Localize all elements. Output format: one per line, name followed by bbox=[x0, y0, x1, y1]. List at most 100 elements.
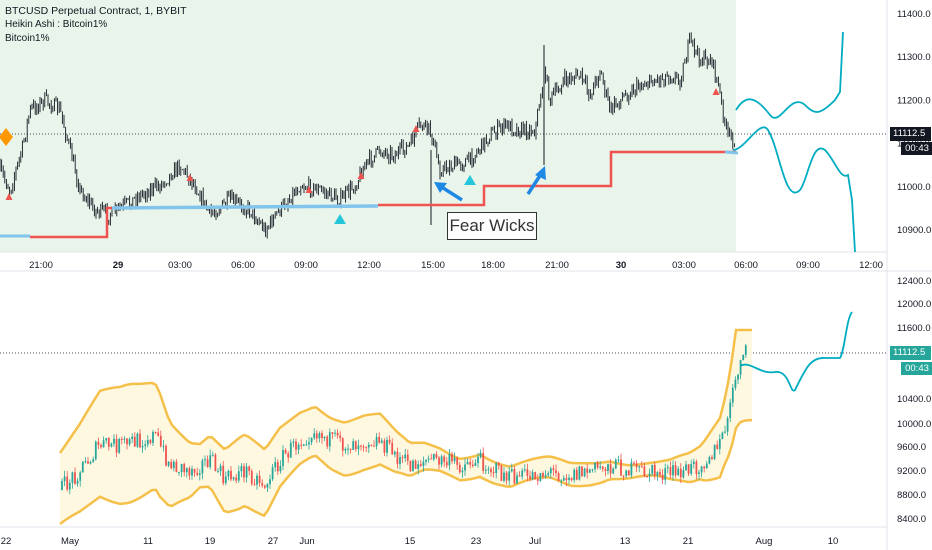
candle-body bbox=[315, 433, 318, 439]
candle-body bbox=[487, 468, 490, 470]
candle-body bbox=[172, 461, 175, 469]
candle-body bbox=[373, 445, 375, 447]
candle-body bbox=[188, 468, 191, 476]
candle-body bbox=[139, 433, 141, 448]
candle-body bbox=[354, 441, 357, 450]
candle-body bbox=[63, 476, 66, 482]
candle-body bbox=[583, 468, 586, 477]
bollinger-fill bbox=[60, 330, 752, 525]
candle-body bbox=[409, 460, 412, 472]
candle-body bbox=[152, 432, 154, 443]
time-tick: Jul bbox=[529, 536, 541, 547]
candle-body bbox=[469, 461, 472, 465]
candle-body bbox=[617, 459, 620, 461]
candle-body bbox=[419, 464, 422, 466]
candle-body bbox=[464, 464, 466, 471]
candle-body bbox=[74, 472, 76, 484]
candle-body bbox=[302, 444, 305, 446]
fear-wicks-annotation[interactable]: Fear Wicks bbox=[447, 212, 537, 240]
candle-body bbox=[726, 418, 729, 432]
candle-body bbox=[263, 485, 266, 488]
candle-body bbox=[440, 456, 443, 465]
candle-body bbox=[159, 435, 162, 447]
candle-body bbox=[185, 468, 188, 473]
price-tick: 11600.0 bbox=[897, 323, 931, 334]
candle-body bbox=[622, 475, 625, 477]
candle-body bbox=[146, 439, 149, 445]
candle-body bbox=[284, 449, 287, 454]
support-line-blue-2 bbox=[111, 204, 379, 210]
candle-body bbox=[599, 466, 602, 468]
candle-body bbox=[531, 472, 534, 480]
candle-body bbox=[539, 473, 542, 481]
candle-body bbox=[435, 454, 438, 458]
candle-body bbox=[243, 466, 245, 478]
candle-body bbox=[718, 439, 721, 449]
candle-body bbox=[383, 440, 386, 453]
candle-body bbox=[183, 463, 186, 473]
candle-body bbox=[705, 463, 708, 469]
candle-body bbox=[357, 445, 360, 450]
top-candle-timer: 00:43 bbox=[901, 142, 932, 155]
candle-body bbox=[674, 465, 677, 476]
candle-body bbox=[141, 445, 144, 448]
candle-body bbox=[232, 477, 235, 480]
price-tick: 10400.0 bbox=[897, 394, 931, 405]
bottom-price-series bbox=[61, 343, 747, 495]
candle-body bbox=[744, 345, 747, 355]
candle-body bbox=[178, 472, 180, 474]
time-tick: Jun bbox=[299, 536, 314, 547]
candle-body bbox=[367, 444, 370, 448]
candle-body bbox=[479, 452, 482, 457]
price-tick: 11400.0 bbox=[897, 9, 931, 20]
price-tick: 8400.0 bbox=[897, 514, 926, 525]
time-tick: 15 bbox=[405, 536, 416, 547]
candle-body bbox=[456, 457, 459, 465]
candle-body bbox=[445, 461, 448, 466]
candle-body bbox=[123, 438, 126, 440]
candle-body bbox=[360, 445, 362, 447]
candle-body bbox=[646, 476, 648, 478]
candle-body bbox=[578, 466, 581, 480]
candle-body bbox=[170, 461, 173, 469]
time-tick: 21:00 bbox=[545, 260, 569, 271]
time-tick: 18:00 bbox=[481, 260, 505, 271]
candle-body bbox=[300, 444, 303, 446]
candle-body bbox=[635, 463, 638, 468]
symbol-title[interactable]: BTCUSD Perpetual Contract, 1, BYBIT bbox=[5, 5, 187, 17]
candle-body bbox=[523, 469, 526, 471]
candle-body bbox=[61, 481, 63, 490]
price-tick: 11200.0 bbox=[897, 95, 931, 106]
candle-body bbox=[672, 465, 674, 476]
indicator-bitcoin-label[interactable]: Bitcoin1% bbox=[5, 33, 50, 44]
candle-body bbox=[131, 436, 134, 440]
candle-body bbox=[643, 466, 646, 477]
time-tick: 06:00 bbox=[231, 260, 255, 271]
candle-body bbox=[110, 443, 113, 447]
candle-body bbox=[68, 482, 71, 490]
candle-body bbox=[594, 462, 596, 470]
candle-body bbox=[412, 460, 414, 472]
candle-body bbox=[276, 462, 279, 472]
candle-body bbox=[261, 482, 264, 486]
time-tick: 03:00 bbox=[168, 260, 192, 271]
top-last-price-tag: 11112.5 bbox=[890, 127, 931, 141]
candle-body bbox=[510, 469, 513, 472]
price-tick: 12400.0 bbox=[897, 276, 931, 287]
candle-body bbox=[482, 452, 485, 471]
candle-body bbox=[344, 448, 347, 451]
support-line-red-2 bbox=[378, 150, 736, 207]
sell-marker bbox=[412, 125, 420, 132]
candle-body bbox=[118, 439, 121, 453]
candle-body bbox=[471, 464, 474, 466]
candle-body bbox=[308, 442, 310, 445]
candle-body bbox=[739, 359, 742, 375]
candle-body bbox=[417, 464, 420, 469]
candle-body bbox=[105, 438, 108, 441]
indicator-heikin-ashi-label[interactable]: Heikin Ashi : Bitcoin1% bbox=[5, 19, 108, 30]
candle-body bbox=[321, 433, 323, 439]
candle-body bbox=[698, 472, 700, 475]
bottom-last-price-tag: 11112.5 bbox=[890, 346, 931, 360]
candle-body bbox=[596, 462, 599, 468]
